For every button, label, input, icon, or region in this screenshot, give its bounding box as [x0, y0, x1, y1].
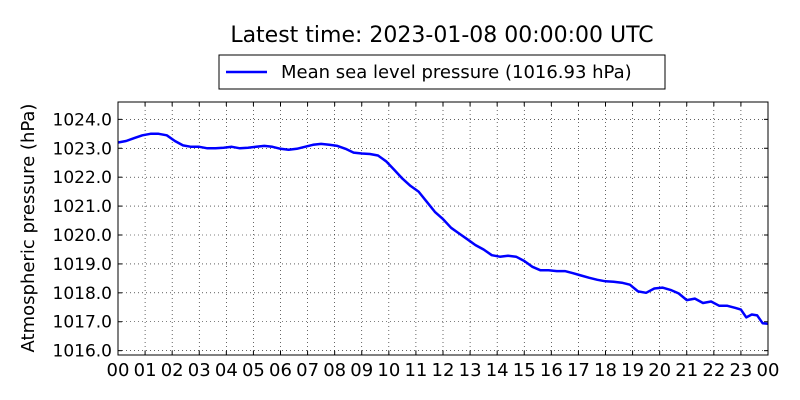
x-tick-label: 05 [242, 360, 265, 381]
x-tick-label: 15 [513, 360, 536, 381]
x-tick-label: 00 [107, 360, 130, 381]
y-tick-label: 1019.0 [53, 255, 112, 275]
x-tick-label: 14 [486, 360, 509, 381]
y-tick-label: 1018.0 [53, 284, 112, 304]
x-tick-label: 17 [567, 360, 590, 381]
x-tick-label: 10 [377, 360, 400, 381]
y-tick-label: 1021.0 [53, 197, 112, 217]
x-tick-label: 03 [188, 360, 211, 381]
x-tick-label: 09 [350, 360, 373, 381]
legend: Mean sea level pressure (1016.93 hPa) [218, 54, 666, 90]
legend-label: Mean sea level pressure (1016.93 hPa) [281, 62, 632, 83]
x-tick-label: 11 [404, 360, 427, 381]
x-tick-label: 06 [269, 360, 292, 381]
x-tick-label: 00 [757, 360, 780, 381]
x-tick-label: 08 [323, 360, 346, 381]
y-tick-label: 1016.0 [53, 342, 112, 362]
x-tick-label: 12 [432, 360, 455, 381]
x-tick-label: 04 [215, 360, 238, 381]
y-axis-label: Atmospheric pressure (hPa) [18, 104, 39, 353]
y-tick-label: 1017.0 [53, 313, 112, 333]
x-tick-label: 18 [594, 360, 617, 381]
x-tick-label: 21 [675, 360, 698, 381]
chart-title: Latest time: 2023-01-08 00:00:00 UTC [230, 23, 653, 48]
y-tick-label: 1024.0 [53, 110, 112, 130]
x-tick-label: 23 [729, 360, 752, 381]
pressure-series-line [117, 132, 769, 326]
x-tick-label: 07 [296, 360, 319, 381]
tick-labels: 00 01 02 03 04 05 06 07 08 09 10 11 12 13 14 15 16 17 18 19… [53, 110, 780, 381]
x-tick-label: 20 [648, 360, 671, 381]
x-tick-label: 16 [540, 360, 563, 381]
x-tick-label: 22 [702, 360, 725, 381]
x-tick-label: 02 [161, 360, 184, 381]
y-tick-label: 1022.0 [53, 168, 112, 188]
axis-ticks [117, 102, 769, 355]
x-tick-label: 01 [134, 360, 157, 381]
series-layer [117, 132, 769, 326]
legend-box [218, 54, 666, 90]
x-tick-label: 19 [621, 360, 644, 381]
grid [118, 102, 768, 355]
y-tick-label: 1023.0 [53, 139, 112, 159]
y-tick-label: 1020.0 [53, 226, 112, 246]
plot-frame [117, 101, 769, 356]
x-tick-label: 13 [459, 360, 482, 381]
